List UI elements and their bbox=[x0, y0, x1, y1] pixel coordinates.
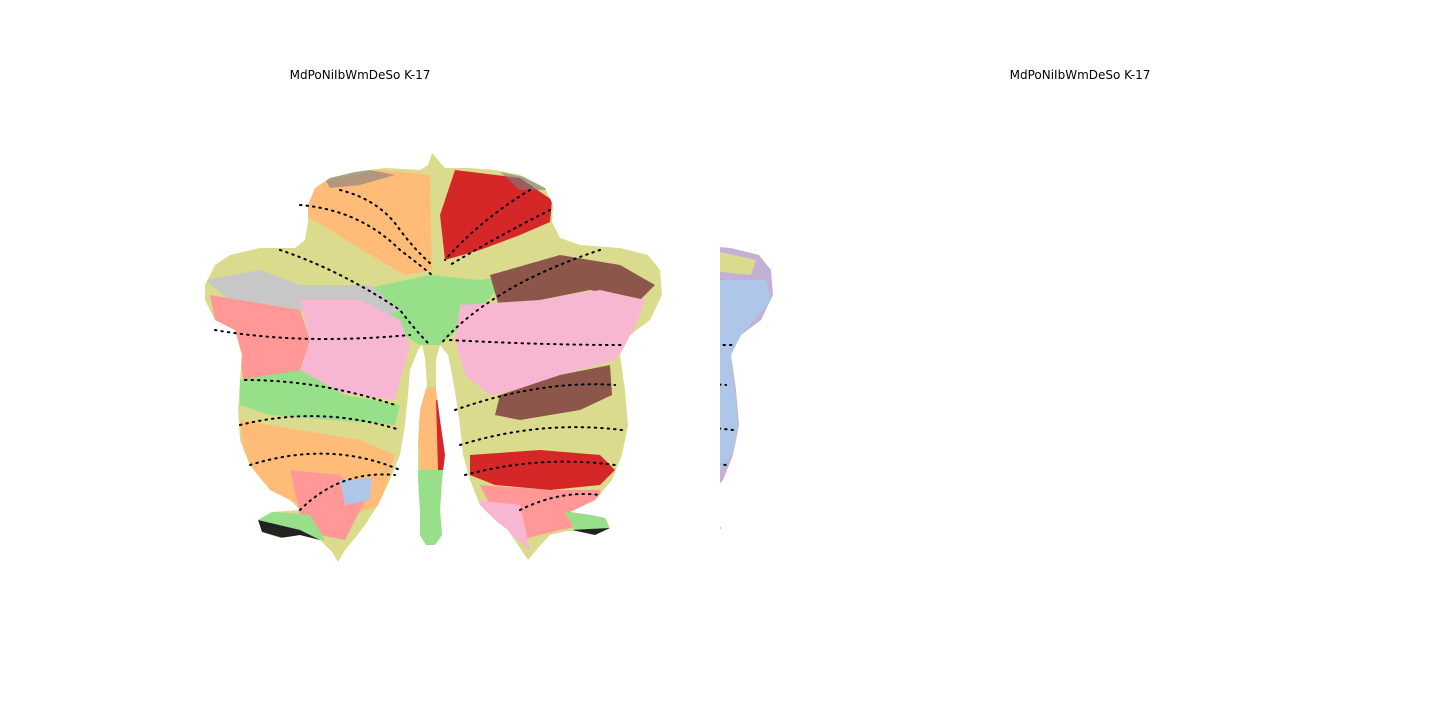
panel-title: MdPoNiIbWmDeSo K-17 bbox=[1009, 68, 1151, 82]
salmon-region-left bbox=[210, 295, 310, 395]
cerebellum-flatmap bbox=[720, 153, 773, 562]
red-region-lower bbox=[470, 450, 615, 490]
vermis-green bbox=[418, 470, 445, 545]
cerebellum-flatmap bbox=[205, 153, 662, 562]
pink-region-right bbox=[455, 290, 645, 395]
dark-tip-left bbox=[258, 520, 320, 540]
olive-strip bbox=[720, 235, 756, 275]
light-orange-region bbox=[305, 170, 432, 275]
left-panel: MdPoNiIbWmDeSo K-17 bbox=[205, 68, 662, 562]
pink-region-left bbox=[300, 300, 410, 400]
brown-region-lower bbox=[495, 365, 612, 420]
pink-lower-right bbox=[475, 500, 530, 550]
right-panel: MdPoNiIbWmDeSo K-17 bbox=[720, 0, 1440, 720]
dark-speckle-right bbox=[500, 172, 548, 190]
light-blue-patch bbox=[340, 478, 372, 505]
light-blue-region-right bbox=[720, 280, 771, 470]
dark-tip-right bbox=[720, 528, 721, 540]
dark-tip-right bbox=[570, 528, 610, 540]
brown-region-upper bbox=[490, 255, 655, 310]
lobule-boundaries bbox=[214, 189, 626, 511]
right-tip-green bbox=[565, 512, 610, 532]
light-green-band bbox=[240, 370, 400, 425]
panel-title: MdPoNiIbWmDeSo K-17 bbox=[289, 68, 431, 82]
vermis-red bbox=[436, 400, 448, 470]
